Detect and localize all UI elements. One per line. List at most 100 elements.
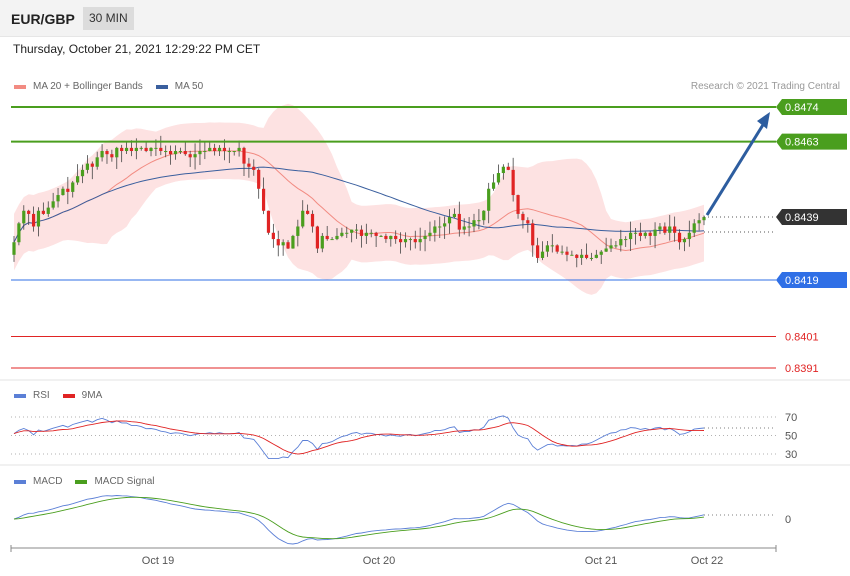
legend-macd: MACD MACD Signal: [14, 476, 154, 487]
candle-body: [80, 169, 85, 177]
candle-body: [653, 229, 657, 236]
candle-body: [203, 151, 207, 153]
candle-body: [682, 239, 687, 243]
candle-body: [467, 226, 471, 228]
candle-body: [193, 154, 197, 158]
candle-body: [491, 182, 496, 189]
candle-body: [134, 147, 138, 152]
candle-body: [85, 163, 90, 170]
x-tick-label: Oct 22: [691, 555, 723, 567]
candle-body: [105, 151, 109, 155]
candle-body: [325, 235, 329, 240]
candle-body: [526, 220, 530, 224]
candle-body: [183, 151, 187, 155]
ma20-line: [13, 150, 705, 252]
candle-body: [22, 210, 26, 224]
timeframe-button[interactable]: 30 MIN: [83, 7, 134, 30]
candle-body: [624, 239, 628, 241]
candle-body: [511, 169, 515, 196]
candle-body: [350, 229, 354, 233]
candle-body: [281, 242, 285, 246]
macd-panel: 0: [13, 495, 791, 545]
x-tick-label: Oct 19: [142, 555, 174, 567]
candle-body: [648, 232, 652, 236]
candle-body: [76, 176, 80, 183]
candle-body: [291, 235, 295, 249]
candle-body: [345, 232, 349, 234]
moving-averages: [13, 150, 705, 252]
rsi-level-label-50: 50: [785, 431, 797, 443]
candle-body: [663, 226, 667, 233]
credit-text: Research © 2021 Trading Central: [690, 81, 840, 92]
x-tick-label: Oct 21: [585, 555, 617, 567]
price-level-label-0.8439: 0.8439: [785, 212, 819, 224]
candle-body: [374, 232, 378, 236]
candle-body: [36, 210, 41, 227]
candle-body: [668, 226, 672, 233]
bollinger-band: [14, 103, 704, 295]
candle-body: [276, 239, 280, 246]
candle-body: [687, 232, 691, 240]
candle-body: [306, 210, 310, 214]
candle-body: [115, 147, 119, 158]
candle-body: [320, 235, 324, 249]
candle-body: [443, 223, 447, 227]
candle-body: [17, 223, 21, 243]
candle-body: [384, 235, 388, 240]
candle-body: [154, 147, 158, 149]
x-tick-label: Oct 20: [363, 555, 395, 567]
candle-body: [702, 217, 706, 221]
rsi-line: [13, 415, 705, 460]
candle-body: [619, 239, 623, 246]
rsi-9ma-line: [13, 420, 705, 455]
candle-body: [521, 213, 525, 221]
candle-body: [516, 195, 520, 214]
candle-body: [531, 223, 535, 246]
candle-body: [227, 151, 231, 153]
candle-body: [208, 147, 212, 152]
candle-body: [501, 166, 505, 174]
candle-body: [545, 245, 550, 252]
candle-body: [589, 257, 594, 259]
candle-body: [697, 220, 701, 224]
candle-body: [266, 210, 271, 233]
legend-rsi: RSI 9MA: [14, 390, 102, 401]
candle-body: [643, 232, 647, 236]
legend-macd-swatch: [14, 479, 26, 484]
candle-body: [692, 223, 696, 233]
candle-body: [673, 226, 677, 233]
candle-body: [379, 235, 383, 237]
candle-body: [550, 245, 554, 247]
candle-body: [41, 210, 45, 214]
candle-body: [487, 188, 491, 211]
candle-body: [462, 226, 466, 230]
legend-rsi-swatch: [14, 393, 26, 398]
candle-body: [354, 229, 359, 231]
candle-body: [560, 251, 564, 253]
candle-body: [286, 242, 290, 249]
candle-body: [247, 163, 251, 167]
candle-body: [398, 239, 403, 243]
candle-body: [27, 210, 31, 214]
forecast-arrow: [705, 119, 768, 216]
candle-body: [90, 163, 94, 167]
candle-body: [261, 188, 266, 211]
legend-9ma-label: 9MA: [81, 390, 103, 401]
candle-body: [252, 166, 256, 170]
candle-body: [677, 232, 682, 243]
price-level-label-0.8391: 0.8391: [785, 363, 819, 375]
candle-body: [232, 151, 236, 153]
candle-body: [71, 182, 75, 192]
candle-body: [310, 213, 315, 227]
candle-body: [609, 245, 613, 249]
candle-body: [159, 147, 163, 152]
candle-body: [628, 232, 633, 240]
macd-level-label-0: 0: [785, 514, 791, 526]
candle-body: [604, 248, 608, 252]
candle-body: [428, 232, 432, 236]
candle-body: [594, 254, 598, 258]
legend-macd-label: MACD: [33, 476, 63, 487]
candle-body: [178, 151, 182, 153]
candle-body: [364, 232, 368, 236]
